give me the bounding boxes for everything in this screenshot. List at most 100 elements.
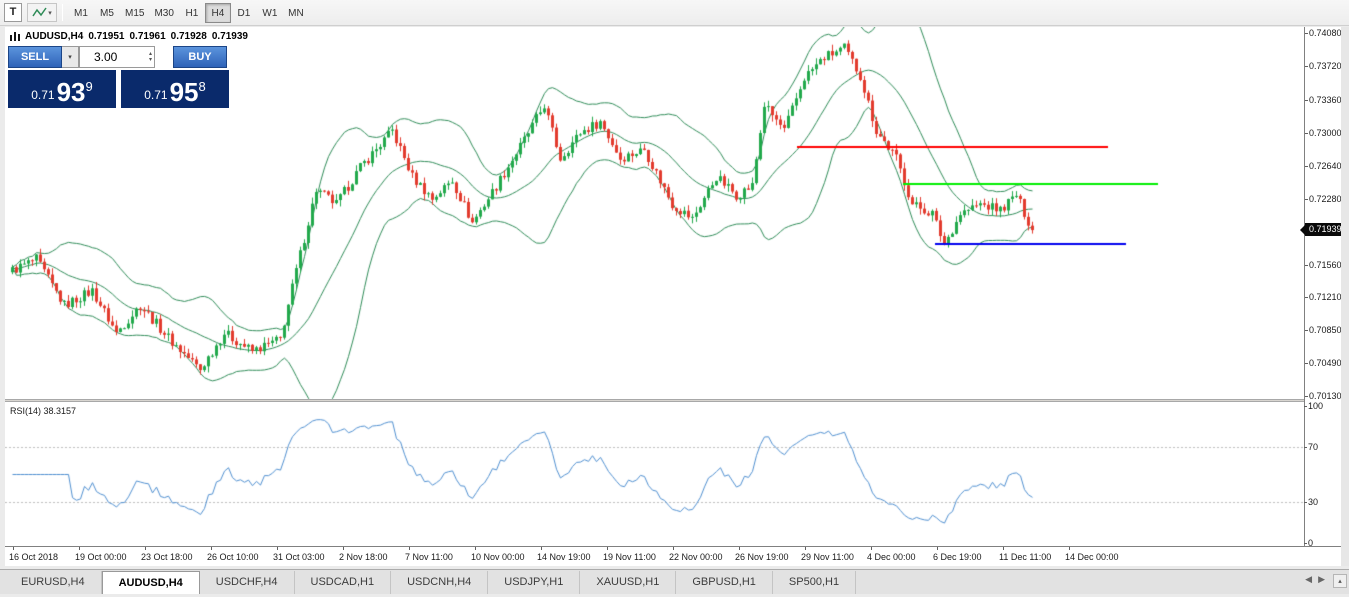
- price-axis-label: 0.71210: [1305, 292, 1342, 303]
- time-axis-label: 16 Oct 2018: [9, 552, 59, 562]
- price-axis-label: 0.73360: [1305, 94, 1342, 105]
- timeframe-button-w1[interactable]: W1: [262, 8, 278, 19]
- sell-price-display[interactable]: 0.71 93 9: [8, 70, 116, 108]
- rsi-axis-label: 100: [1303, 401, 1324, 411]
- tab-eurusd-h4[interactable]: EURUSD,H4: [5, 571, 102, 594]
- chart-header: AUDUSD,H4 0.71951 0.71961 0.71928 0.7193…: [10, 31, 248, 42]
- toolbar-separator: [62, 4, 63, 21]
- toolbar: T ▾ M1 M5 M15 M30 H1 H4 D1 W1 MN: [0, 0, 1349, 26]
- price-axis-label: 0.72280: [1305, 193, 1342, 204]
- timeframe-button-h1[interactable]: H1: [185, 8, 199, 19]
- tab-usdjpy-h1[interactable]: USDJPY,H1: [488, 571, 581, 594]
- dropdown-arrow-icon: ▾: [48, 9, 52, 17]
- time-axis-label: 26 Oct 10:00: [207, 552, 259, 562]
- rsi-axis: 100 70 30 0: [1303, 401, 1341, 548]
- time-axis-tick: [1003, 547, 1004, 550]
- drawing-tool-icon[interactable]: ▾: [27, 3, 57, 22]
- rsi-axis-label: 30: [1303, 496, 1319, 507]
- sell-price-prefix: 0.71: [31, 88, 55, 102]
- chart-window-icon[interactable]: T: [4, 3, 22, 22]
- current-price-tag: 0.71939: [1300, 223, 1342, 237]
- timeframe-button-m5[interactable]: M5: [100, 8, 114, 19]
- tab-usdchf-h4[interactable]: USDCHF,H4: [200, 571, 295, 594]
- timeframe-button-h4[interactable]: H4: [204, 3, 231, 23]
- tab-usdcad-h1[interactable]: USDCAD,H1: [295, 571, 392, 594]
- buy-price-display[interactable]: 0.71 95 8: [121, 70, 229, 108]
- time-axis-label: 22 Nov 00:00: [669, 552, 723, 562]
- buy-price-big: 95: [169, 77, 199, 107]
- rsi-axis-label: 70: [1303, 442, 1319, 453]
- current-price-value: 0.71939: [1309, 224, 1342, 235]
- sell-price-sup: 9: [85, 79, 93, 94]
- tab-sp500-h1[interactable]: SP500,H1: [773, 571, 857, 594]
- time-axis-tick: [409, 547, 410, 550]
- symbol-period-label: AUDUSD,H4: [25, 31, 84, 42]
- tab-scroll-right-icon[interactable]: ▶: [1318, 574, 1325, 584]
- time-axis-tick: [871, 547, 872, 550]
- timeframe-buttons: M1 M5 M15 M30 H1 H4 D1 W1 MN: [68, 3, 309, 23]
- vertical-scrollbar[interactable]: [1341, 27, 1349, 566]
- one-click-trading-panel: SELL ▾ 3.00 ▴ ▾ BUY 0.71 93 9 0.71 95 8: [8, 46, 229, 108]
- time-axis-tick: [79, 547, 80, 550]
- price-axis-label: 0.74080: [1305, 28, 1342, 39]
- time-axis-tick: [211, 547, 212, 550]
- open-value: 0.71951: [88, 31, 125, 42]
- time-axis-tick: [343, 547, 344, 550]
- volume-down-icon[interactable]: ▾: [148, 57, 152, 63]
- volume-value: 3.00: [94, 50, 118, 64]
- time-axis-label: 7 Nov 11:00: [405, 552, 453, 562]
- time-axis-label: 2 Nov 18:00: [339, 552, 388, 562]
- time-axis-label: 6 Dec 19:00: [933, 552, 982, 562]
- tab-gbpusd-h1[interactable]: GBPUSD,H1: [676, 571, 773, 594]
- timeframe-button-m15[interactable]: M15: [125, 8, 145, 19]
- trade-controls-row: SELL ▾ 3.00 ▴ ▾ BUY: [8, 46, 229, 68]
- panel-splitter[interactable]: [5, 399, 1341, 402]
- rsi-axis-label: 0: [1303, 538, 1314, 548]
- time-axis-label: 29 Nov 11:00: [801, 552, 854, 562]
- time-axis-tick: [13, 547, 14, 550]
- sell-button[interactable]: SELL: [8, 46, 62, 68]
- time-axis-tick: [541, 547, 542, 550]
- tab-usdcnh-h4[interactable]: USDCNH,H4: [391, 571, 489, 594]
- time-axis-label: 11 Dec 11:00: [999, 552, 1052, 562]
- close-value: 0.71939: [211, 31, 248, 42]
- sell-price-big: 93: [56, 77, 86, 107]
- time-axis-label: 10 Nov 00:00: [471, 552, 525, 562]
- time-axis: 16 Oct 2018 19 Oct 00:00 23 Oct 18:00 26 Oc…: [5, 546, 1341, 566]
- tab-xauusd-h1[interactable]: XAUUSD,H1: [580, 571, 677, 594]
- price-axis-label: 0.73720: [1305, 61, 1342, 72]
- volume-up-icon[interactable]: ▴: [148, 51, 152, 57]
- buy-button[interactable]: BUY: [173, 46, 227, 68]
- time-axis-label: 19 Nov 11:00: [603, 552, 656, 562]
- time-axis-label: 4 Dec 00:00: [867, 552, 916, 562]
- timeframe-button-d1[interactable]: D1: [237, 8, 251, 19]
- tab-audusd-h4[interactable]: AUDUSD,H4: [101, 571, 200, 594]
- chart-tabs: EURUSD,H4 AUDUSD,H4 USDCHF,H4 USDCAD,H1 USDC…: [5, 571, 857, 594]
- chart-tab-bar: EURUSD,H4 AUDUSD,H4 USDCHF,H4 USDCAD,H1 USDC…: [0, 569, 1349, 594]
- buy-price-sup: 8: [198, 79, 206, 94]
- price-axis-label: 0.72640: [1305, 160, 1342, 171]
- price-axis-label: 0.70490: [1305, 358, 1342, 369]
- timeframe-button-m1[interactable]: M1: [74, 8, 88, 19]
- timeframe-button-m30[interactable]: M30: [154, 8, 174, 19]
- time-axis-tick: [739, 547, 740, 550]
- time-axis-label: 14 Dec 00:00: [1065, 552, 1119, 562]
- time-axis-label: 26 Nov 19:00: [735, 552, 789, 562]
- price-axis-label: 0.73000: [1305, 127, 1342, 138]
- tab-scroll-left-icon[interactable]: ◀: [1305, 574, 1313, 584]
- time-axis-label: 31 Oct 03:00: [273, 552, 325, 562]
- volume-dropdown-button[interactable]: ▾: [62, 46, 79, 68]
- tab-scroll-arrows: ◀ ▶: [1305, 574, 1325, 585]
- high-value: 0.71961: [129, 31, 166, 42]
- rsi-chart-canvas[interactable]: [5, 402, 1304, 546]
- trade-prices-row: 0.71 93 9 0.71 95 8: [8, 70, 229, 108]
- volume-input[interactable]: 3.00 ▴ ▾: [79, 46, 155, 68]
- timeframe-button-mn[interactable]: MN: [288, 8, 304, 19]
- scroll-up-icon[interactable]: ▴: [1333, 574, 1347, 588]
- time-axis-label: 14 Nov 19:00: [537, 552, 591, 562]
- time-axis-label: 23 Oct 18:00: [141, 552, 193, 562]
- price-axis-label: 0.71560: [1305, 259, 1342, 270]
- volume-stepper[interactable]: ▴ ▾: [149, 51, 152, 63]
- price-axis: 0.74080 0.73720 0.73360 0.73000 0.72640 0.722…: [1300, 27, 1342, 546]
